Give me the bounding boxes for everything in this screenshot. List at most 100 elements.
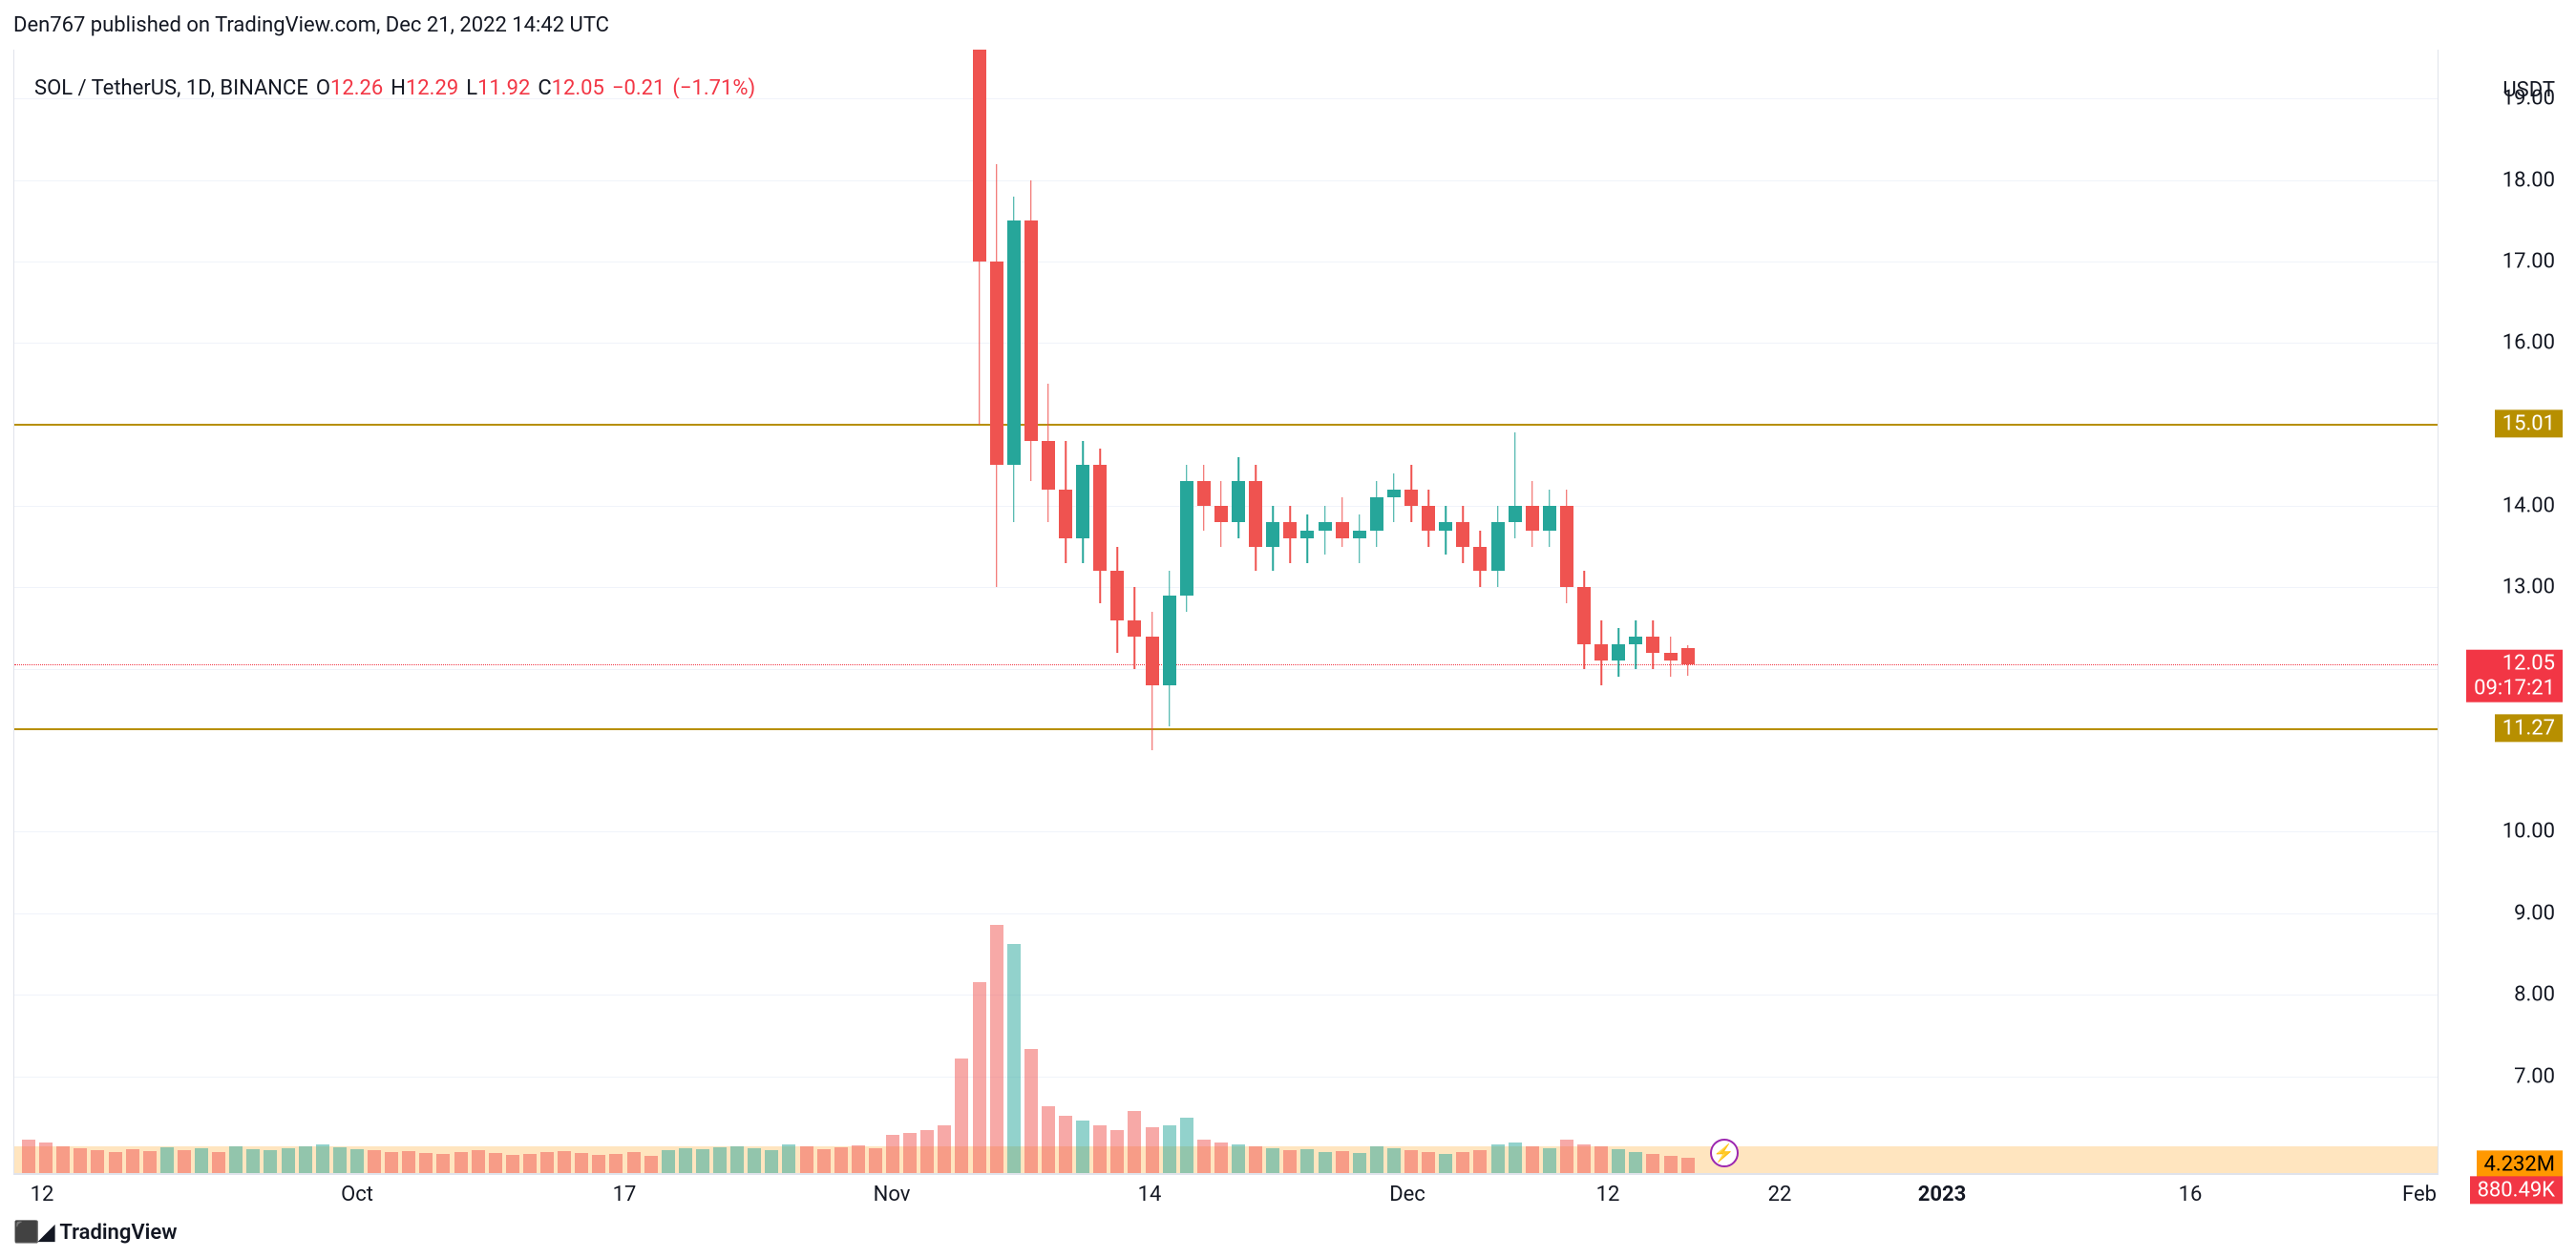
volume-bar	[109, 1152, 122, 1173]
volume-bar	[800, 1146, 813, 1173]
footer-branding: ⬛◢ TradingView	[13, 1221, 177, 1245]
volume-bar	[1128, 1111, 1141, 1173]
price-tick: 19.00	[2502, 87, 2555, 111]
time-tick: 12	[1596, 1183, 1620, 1206]
volume-bar	[1439, 1154, 1452, 1173]
volume-bar	[765, 1150, 778, 1173]
volume-bar	[679, 1148, 692, 1173]
price-tick: 14.00	[2502, 494, 2555, 518]
volume-bar	[1300, 1149, 1314, 1173]
volume-bar	[472, 1150, 485, 1173]
volume-bar	[523, 1154, 537, 1173]
volume-bar	[1422, 1152, 1435, 1173]
volume-bar	[1629, 1152, 1642, 1173]
time-tick: 22	[1768, 1183, 1792, 1206]
time-tick: 16	[2179, 1183, 2203, 1206]
candle	[1110, 547, 1124, 653]
volume-bar	[1319, 1152, 1332, 1173]
time-tick: 14	[1138, 1183, 1162, 1206]
volume-bar	[1232, 1144, 1245, 1173]
volume-bar	[299, 1146, 312, 1173]
volume-bar	[143, 1151, 157, 1173]
candle	[1266, 506, 1279, 571]
tradingview-logo-icon: ⬛◢	[13, 1221, 53, 1245]
volume-bar	[56, 1146, 70, 1173]
volume-bar	[39, 1143, 53, 1173]
volume-bar	[402, 1151, 415, 1173]
candle	[1422, 490, 1435, 547]
realtime-icon: ⚡	[1710, 1139, 1739, 1167]
candle	[1681, 645, 1695, 676]
volume-bar	[920, 1130, 934, 1173]
volume-bar	[817, 1149, 831, 1173]
volume-bar	[1214, 1143, 1228, 1173]
volume-bar	[540, 1152, 554, 1173]
candle	[1664, 637, 1678, 678]
time-tick: Oct	[341, 1183, 373, 1206]
time-axis[interactable]: 12Oct17Nov14Dec1222202316Feb	[13, 1174, 2439, 1212]
volume-bar	[696, 1149, 709, 1173]
price-tick: 8.00	[2514, 983, 2555, 1007]
candle	[1543, 490, 1556, 547]
volume-bar	[1093, 1125, 1107, 1173]
candle	[990, 164, 1003, 588]
volume-bar	[1594, 1146, 1608, 1173]
volume-bar	[1473, 1150, 1487, 1173]
candle	[1629, 620, 1642, 669]
time-tick: Feb	[2402, 1183, 2437, 1206]
volume-bar	[160, 1147, 174, 1173]
volume-bar	[627, 1152, 641, 1173]
candle	[1491, 506, 1505, 587]
volume-bar	[264, 1150, 277, 1173]
volume-bar	[1387, 1148, 1401, 1173]
candle	[1387, 473, 1401, 522]
volume-bar	[91, 1150, 104, 1173]
price-tick: 7.00	[2514, 1064, 2555, 1088]
candle	[1024, 180, 1038, 482]
time-tick: Dec	[1389, 1183, 1425, 1206]
hline-price-tag: 15.01	[2495, 409, 2563, 437]
chart-container: Den767 published on TradingView.com, Dec…	[0, 0, 2576, 1258]
candle	[1594, 620, 1608, 685]
volume-bar	[938, 1125, 951, 1173]
candle	[1473, 531, 1487, 588]
candle	[1612, 628, 1625, 677]
current-price-tag: 12.0509:17:21	[2466, 650, 2563, 702]
time-tick: 12	[31, 1183, 54, 1206]
volume-bar	[1681, 1158, 1695, 1173]
volume-bar	[609, 1154, 623, 1173]
price-chart[interactable]: ⚡	[13, 50, 2439, 1174]
publish-header: Den767 published on TradingView.com, Dec…	[13, 13, 609, 37]
candle	[1404, 465, 1418, 522]
volume-bar	[852, 1145, 865, 1173]
price-axis[interactable]: USDT 19.0018.0017.0016.0015.0014.0013.00…	[2439, 50, 2563, 1174]
volume-bar	[229, 1146, 243, 1173]
volume-bar	[748, 1148, 761, 1173]
volume-bar	[212, 1152, 225, 1173]
volume-bar	[178, 1150, 191, 1173]
price-tick: 13.00	[2502, 576, 2555, 599]
volume-bar	[1370, 1146, 1383, 1173]
volume-bar	[1266, 1148, 1279, 1173]
volume-bar	[575, 1153, 588, 1173]
volume-bar	[662, 1150, 675, 1173]
volume-bar	[1353, 1153, 1366, 1173]
volume-bar	[1110, 1130, 1124, 1173]
candle	[1128, 587, 1141, 668]
volume-bar	[1577, 1144, 1591, 1173]
candle	[1197, 465, 1211, 530]
price-tick: 18.00	[2502, 168, 2555, 192]
volume-bar	[1283, 1150, 1297, 1173]
volume-bar	[1664, 1156, 1678, 1173]
volume-bar	[1612, 1149, 1625, 1173]
hline-price-tag: 11.27	[2495, 714, 2563, 742]
candle	[1076, 441, 1089, 563]
volume-bar	[1059, 1116, 1072, 1173]
candle	[1249, 465, 1262, 571]
volume-bar	[1163, 1125, 1176, 1173]
volume-bar	[903, 1133, 917, 1173]
volume-bar	[1180, 1118, 1193, 1173]
price-tick: 10.00	[2502, 820, 2555, 844]
candle	[1319, 506, 1332, 555]
time-tick: Nov	[874, 1183, 911, 1206]
